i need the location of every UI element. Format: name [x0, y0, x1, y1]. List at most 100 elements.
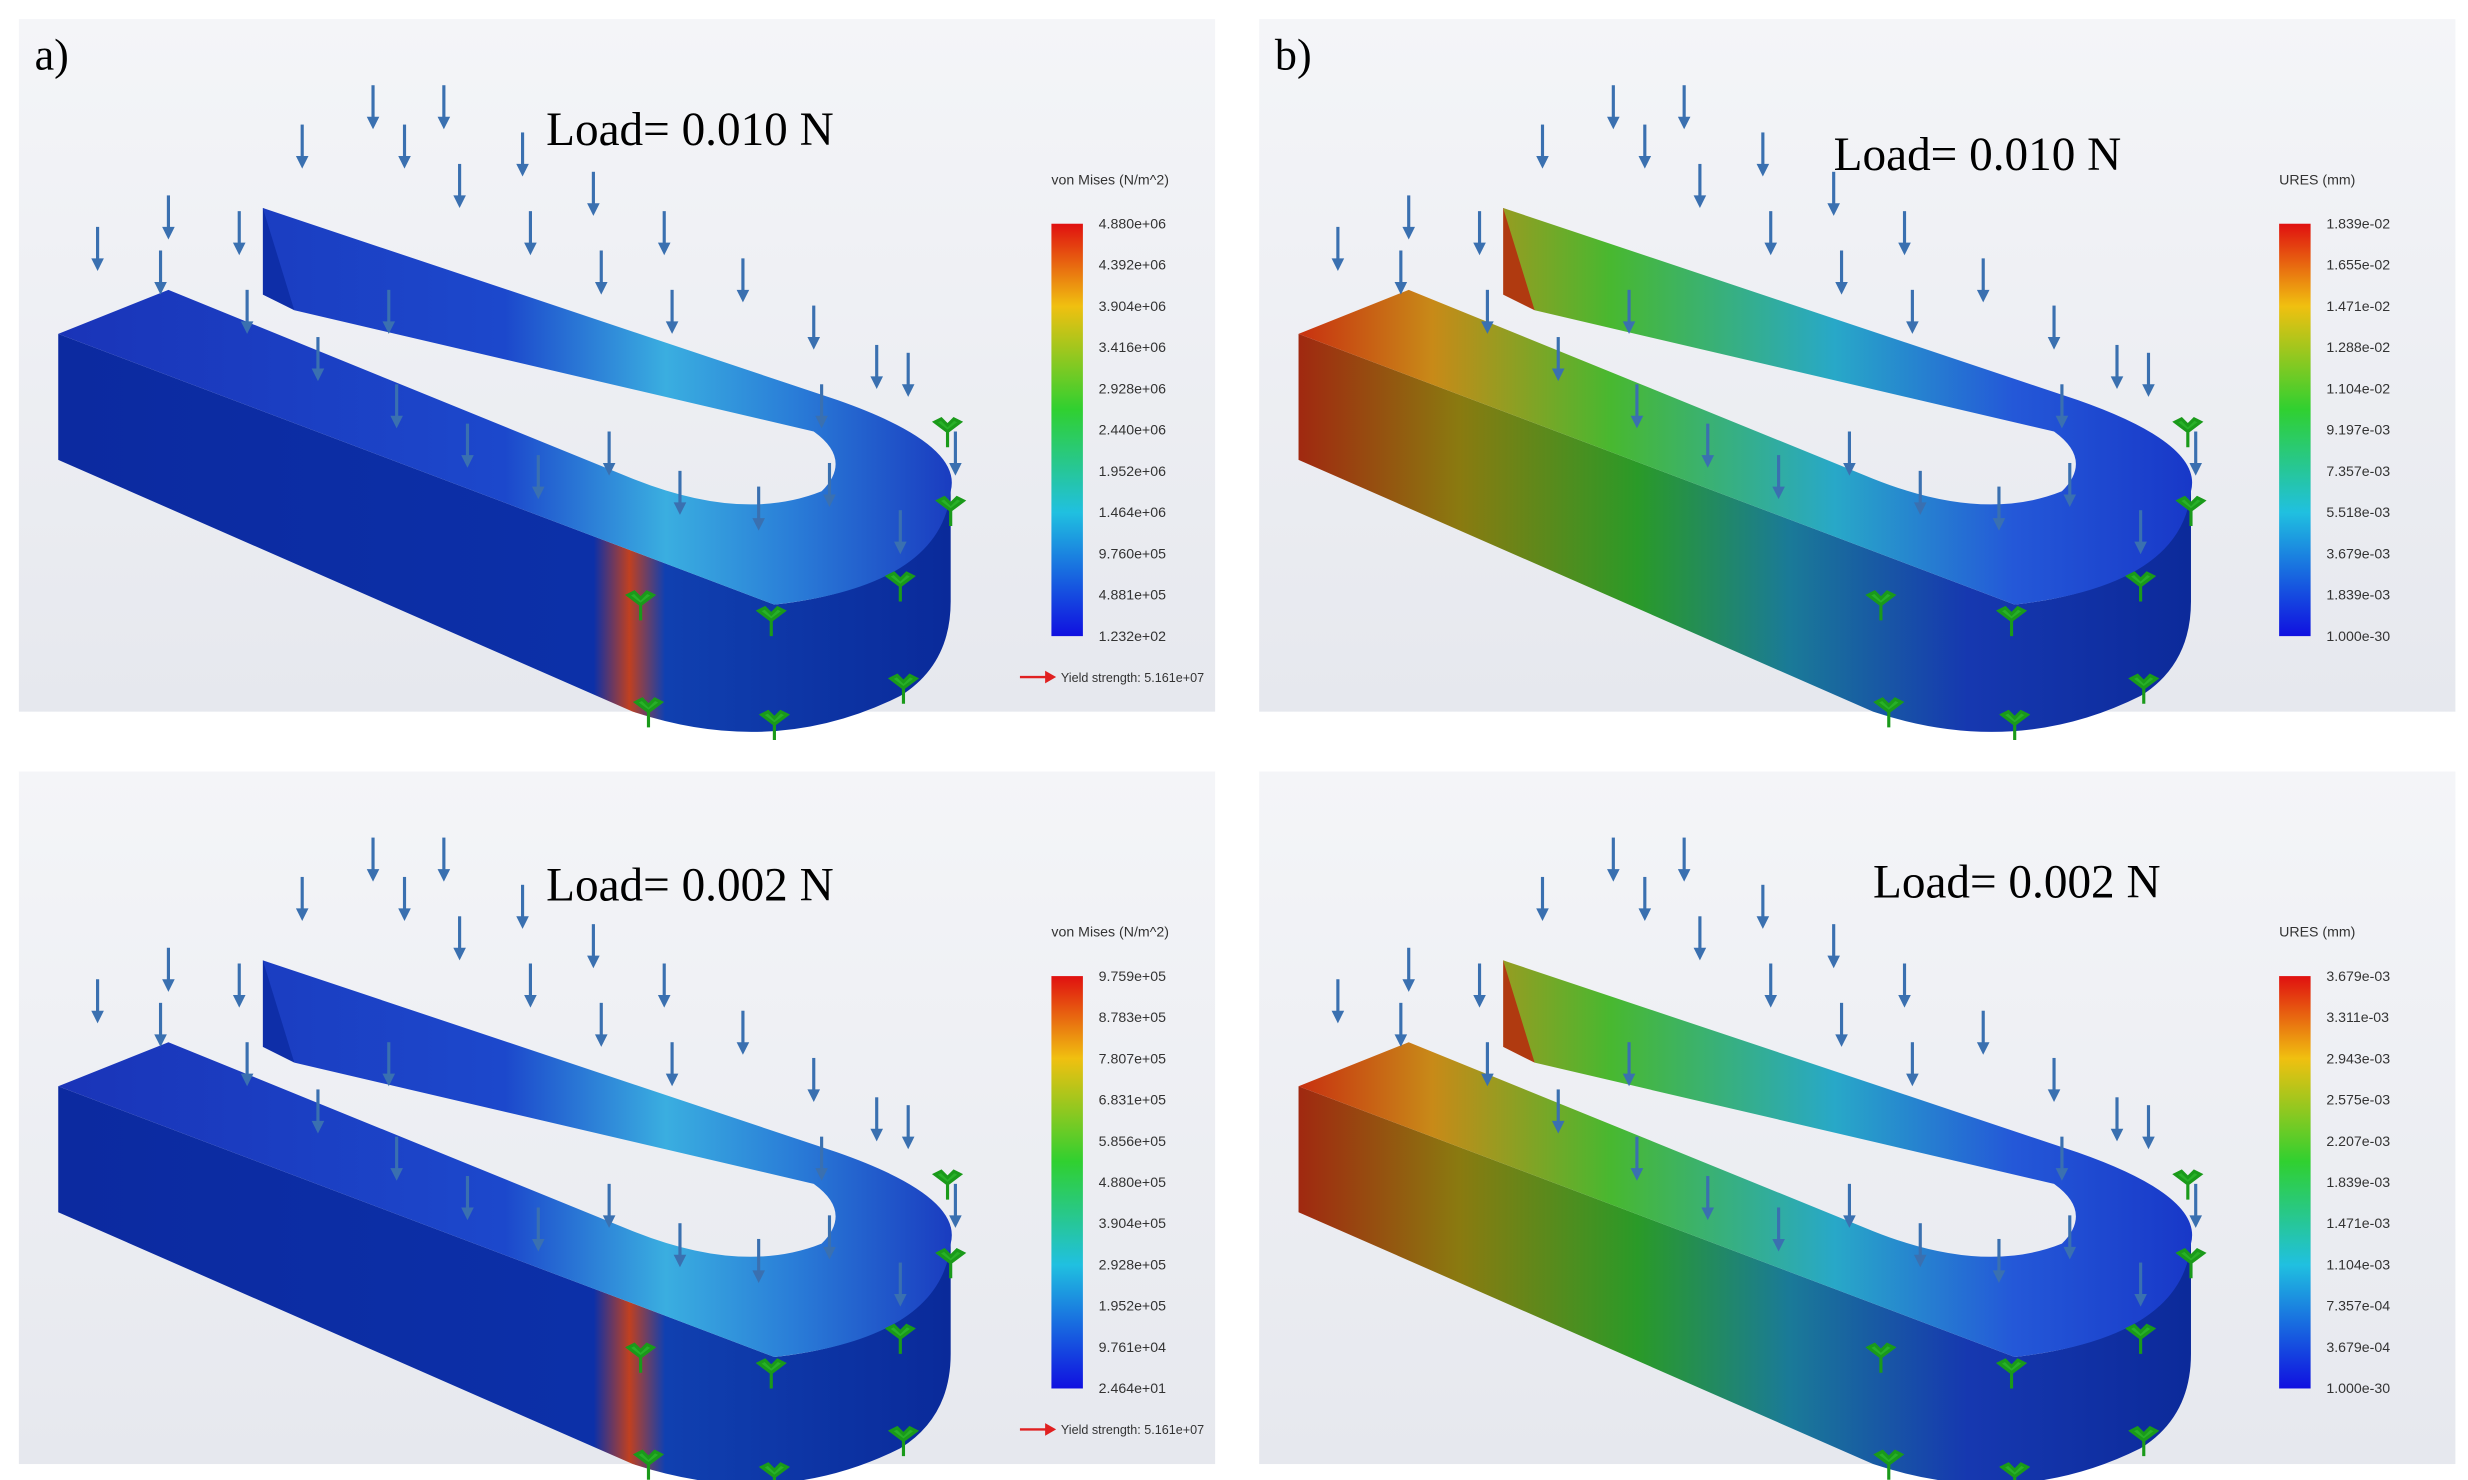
load-arrow-head: [870, 1128, 884, 1142]
beam-top: [58, 207, 952, 605]
beam-top: [1298, 960, 2193, 1357]
load-arrow-head: [453, 195, 466, 208]
load-arrow-head: [1701, 1207, 1715, 1221]
fixture: [1999, 709, 2031, 740]
fixture: [755, 1358, 787, 1389]
fixture: [2125, 571, 2157, 602]
load-arrow-head: [2142, 384, 2155, 397]
load-arrow-head: [2134, 1294, 2147, 1307]
color-bar: [2279, 976, 2311, 1389]
legend-tick-label: 1.104e-03: [2326, 1257, 2390, 1273]
load-arrow-head: [2047, 1089, 2061, 1103]
load-arrow-head: [1976, 289, 1990, 303]
legend-tick-label: 4.880e+05: [1099, 1175, 1166, 1191]
legend-tick-label: 2.440e+06: [1099, 423, 1166, 439]
legend-tick-label: 9.759e+05: [1099, 969, 1166, 985]
load-arrow-head: [1473, 242, 1486, 256]
load-arrow-head: [2110, 376, 2124, 390]
load-arrow-head: [736, 1042, 750, 1055]
fixture: [758, 709, 790, 740]
load-arrow-head: [2063, 1246, 2077, 1260]
load-arrow-head: [665, 1073, 679, 1087]
load-arrow-head: [162, 226, 175, 240]
load-arrow-head: [1473, 994, 1486, 1008]
load-arrow-head: [461, 1207, 474, 1221]
load-arrow-head: [1992, 518, 2006, 531]
load-arrow-head: [1843, 462, 1856, 476]
load-arrow-head: [1756, 163, 1770, 177]
load-arrow-head: [894, 1294, 907, 1307]
panel: Load= 0.002 N von Mises (N/m^2) 9.759e+05 8…: [18, 771, 1216, 1480]
load-arrow-head: [382, 321, 396, 334]
load-label: Load= 0.010 N: [1834, 129, 2122, 181]
fixture: [1873, 697, 1905, 728]
legend-tick-label: 2.575e-03: [2326, 1093, 2390, 1109]
load-arrow-head: [602, 462, 616, 476]
load-arrow-head: [1913, 1254, 1927, 1268]
load-arrow-head: [949, 462, 962, 476]
load-arrow-head: [1772, 486, 1785, 500]
legend-tick-label: 1.471e-02: [2326, 299, 2390, 315]
load-arrow-head: [453, 947, 466, 961]
legend-tick-label: 5.856e+05: [1099, 1134, 1166, 1150]
load-arrow-head: [1622, 1073, 1636, 1087]
load-arrow-head: [1607, 116, 1620, 130]
load-arrow-head: [154, 281, 167, 295]
load-arrow-head: [1693, 195, 1707, 208]
load-arrow-head: [1835, 281, 1848, 295]
load-arrow-head: [815, 415, 828, 429]
legend-tick-label: 9.761e+04: [1099, 1340, 1166, 1356]
fixture: [2172, 416, 2204, 448]
load-label: Load= 0.002 N: [546, 860, 834, 912]
fixture: [1999, 1462, 2031, 1480]
load-arrow-head: [1827, 203, 1840, 216]
load-arrow-head: [594, 1034, 608, 1047]
fixture: [887, 1425, 920, 1457]
load-arrow-head: [1638, 908, 1652, 922]
legend-tick-label: 1.471e-03: [2326, 1216, 2390, 1232]
load-arrow-head: [1394, 281, 1408, 295]
legend-title: URES (mm): [2279, 925, 2355, 941]
load-arrow-head: [1481, 1073, 1494, 1087]
legend-tick-label: 1.839e-03: [2326, 588, 2390, 604]
legend-title: von Mises (N/m^2): [1051, 172, 1169, 188]
load-arrow-head: [516, 163, 529, 177]
fixture: [887, 673, 920, 704]
panel: a) Load= 0.010 N von Mises (N/m^2) 4.880e+0…: [18, 19, 1216, 740]
fixture: [931, 1169, 964, 1200]
legend-tick-label: 1.655e-02: [2326, 258, 2390, 274]
load-arrow-head: [91, 258, 104, 271]
legend-tick-label: 2.207e-03: [2326, 1134, 2390, 1150]
load-arrow-head: [1402, 226, 1416, 240]
load-arrow-head: [752, 1270, 765, 1284]
fixture: [625, 590, 657, 621]
load-arrow-head: [594, 281, 608, 295]
fixture: [1995, 605, 2028, 637]
load-arrow-head: [1638, 156, 1652, 169]
load-arrow-head: [1607, 869, 1620, 882]
legend-tick-label: 1.464e+06: [1099, 505, 1166, 521]
load-arrow-head: [1331, 258, 1345, 271]
legend-tick-label: 8.783e+05: [1099, 1010, 1166, 1026]
legend-tick-label: 1.952e+05: [1099, 1299, 1166, 1315]
fixture: [2172, 1169, 2204, 1200]
load-arrow-head: [366, 869, 380, 882]
color-bar: [1051, 976, 1083, 1389]
legend-tick-label: 4.881e+05: [1099, 588, 1166, 604]
fixture: [632, 697, 665, 728]
load-arrow-head: [657, 242, 671, 256]
load-arrow-head: [1906, 1073, 1919, 1087]
load-arrow-head: [1551, 1120, 1565, 1134]
legend-tick-label: 3.679e-04: [2326, 1340, 2390, 1356]
beam-side: [58, 333, 951, 732]
legend-tick-label: 3.679e-03: [2326, 546, 2390, 562]
load-arrow-head: [524, 242, 537, 256]
legend-tick-label: 7.807e+05: [1099, 1051, 1166, 1067]
load-arrow-head: [240, 1073, 254, 1087]
beam-side: [58, 1086, 951, 1480]
load-arrow-head: [1551, 368, 1565, 382]
load-arrow-head: [398, 156, 411, 169]
load-arrow-head: [1898, 242, 1911, 256]
load-arrow-head: [1693, 947, 1707, 961]
